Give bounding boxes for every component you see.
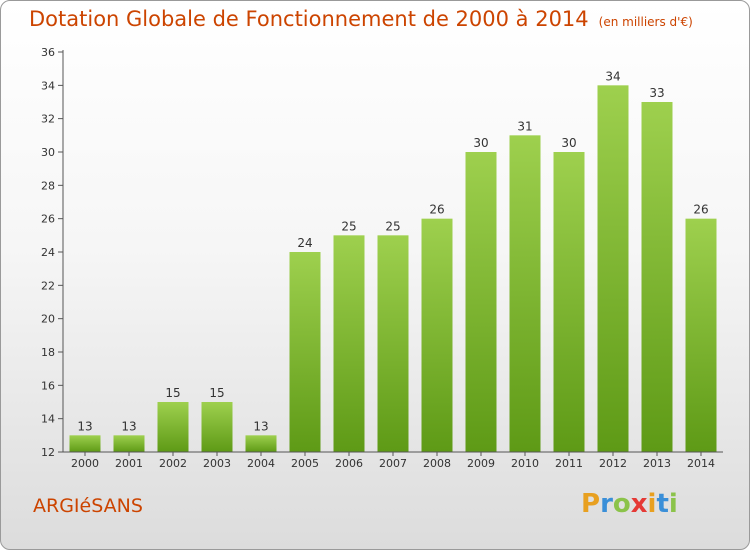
y-tick-label: 32 [41,113,55,126]
x-tick-label: 2004 [247,457,275,470]
x-axis: 2000 2001 2002 2003 2004 2005 2006 2007 2008 2009… [63,451,723,470]
logo-letter: r [600,489,613,519]
y-tick-label: 18 [41,346,55,359]
commune-name: ARGIéSANS [33,495,143,517]
x-tick-label: 2003 [203,457,231,470]
logo-letter: i [647,489,657,519]
x-tick-label: 2013 [643,457,671,470]
y-tick-label: 28 [41,179,55,192]
data-label: 30 [473,136,488,150]
x-tick-label: 2001 [115,457,143,470]
bar-2010 [509,135,541,453]
x-tick-label: 2007 [379,457,407,470]
logo-letter: t [656,489,669,519]
bar-2012 [597,85,629,452]
x-tick-label: 2008 [423,457,451,470]
bar-2000 [69,435,101,452]
data-label: 15 [209,386,224,400]
bar-2004 [245,435,277,452]
bar-2008 [421,218,453,452]
bar-2013 [641,102,673,452]
data-label: 33 [649,86,664,100]
logo-letter: o [612,489,631,519]
unit-text: (en milliers d'€) [598,15,693,29]
bar-2007 [377,235,409,452]
data-label: 15 [165,386,180,400]
bar-2001 [113,435,145,452]
data-label: 34 [605,69,620,83]
data-label: 25 [341,219,356,233]
y-axis: 12 14 16 18 20 22 24 26 28 30 32 34 36 [41,46,64,459]
x-tick-label: 2009 [467,457,495,470]
x-tick-label: 2005 [291,457,319,470]
bar-2005 [289,252,321,452]
y-tick-label: 26 [41,213,55,226]
x-tick-label: 2006 [335,457,363,470]
bar-2009 [465,152,497,452]
x-tick-label: 2010 [511,457,539,470]
data-label: 13 [77,419,92,433]
chart-title: Dotation Globale de Fonctionnement de 20… [29,7,693,31]
x-tick-label: 2000 [71,457,99,470]
data-label: 13 [121,419,136,433]
bars: 13 13 15 15 13 24 25 25 26 30 31 30 34 33 26 [69,69,717,453]
y-tick-label: 16 [41,379,55,392]
logo-letter: P [581,489,601,519]
y-tick-label: 36 [41,46,55,59]
proxiti-logo: Proxiti [581,489,678,519]
y-tick-label: 30 [41,146,55,159]
data-label: 26 [429,203,444,217]
y-tick-label: 34 [41,79,55,92]
bar-2003 [201,402,233,452]
x-tick-label: 2011 [555,457,583,470]
bar-2011 [553,152,585,452]
data-label: 31 [517,119,532,133]
title-text: Dotation Globale de Fonctionnement de 20… [29,7,589,31]
y-tick-label: 12 [41,446,55,459]
bar-2014 [685,218,717,452]
data-label: 25 [385,219,400,233]
data-label: 13 [253,419,268,433]
x-tick-label: 2014 [687,457,715,470]
x-tick-label: 2002 [159,457,187,470]
logo-letter: x [630,489,648,519]
y-tick-label: 22 [41,279,55,292]
bar-2006 [333,235,365,452]
bar-2002 [157,402,189,452]
data-label: 30 [561,136,576,150]
y-tick-label: 20 [41,313,55,326]
data-label: 24 [297,236,312,250]
data-label: 26 [693,203,708,217]
x-tick-label: 2012 [599,457,627,470]
y-tick-label: 24 [41,246,55,259]
logo-letter: i [668,489,678,519]
y-tick-label: 14 [41,413,55,426]
